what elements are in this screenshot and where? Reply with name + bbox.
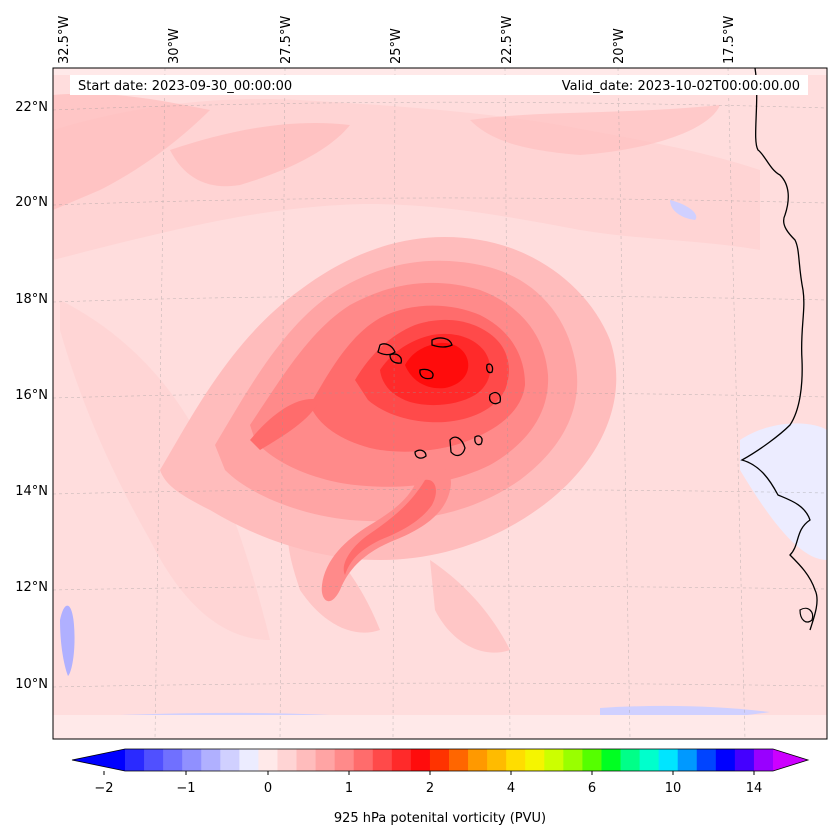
colorbar-cell	[277, 749, 298, 771]
pv-field-nw-patch	[53, 93, 210, 210]
lon-label: 22.5°W	[500, 16, 515, 64]
colorbar-cell	[677, 749, 698, 771]
colorbar-cell	[315, 749, 336, 771]
pv-negative-patch-n	[670, 200, 697, 220]
colorbar-tick-label: 6	[588, 781, 596, 796]
island-fogo	[474, 435, 483, 446]
valid-date-label: Valid_date: 2023-10-02T00:00:00.00	[562, 79, 800, 94]
island-sal	[431, 337, 453, 348]
lon-label: 25°W	[389, 28, 404, 64]
colorbar-tick-label: 0	[264, 781, 272, 796]
colorbar-cell	[201, 749, 221, 771]
colorbar-tick-label: 4	[507, 781, 515, 796]
colorbar-cell	[506, 749, 526, 771]
colorbar-cell	[696, 749, 717, 771]
graticule	[53, 68, 827, 739]
island-santo-antao	[377, 343, 396, 356]
colorbar-cell	[163, 749, 183, 771]
island-brava	[414, 449, 427, 459]
colorbar-cells	[125, 749, 774, 771]
island-santiago	[449, 436, 466, 457]
pv-field-south-edge	[53, 715, 827, 739]
start-date-label: Start date: 2023-09-30_00:00:00	[78, 79, 292, 94]
colorbar-cell	[429, 749, 450, 771]
colorbar-cell	[258, 749, 279, 771]
map-frame	[52, 67, 828, 740]
lat-label: 22°N	[15, 100, 48, 115]
colorbar-cell	[525, 749, 545, 771]
lon-label: 32.5°W	[57, 16, 72, 64]
lat-label: 18°N	[15, 292, 48, 307]
latitude-labels: 22°N 20°N 18°N 16°N 14°N 12°N 10°N	[15, 100, 48, 692]
colorbar-cell	[220, 749, 240, 771]
colorbar-cell	[353, 749, 374, 771]
colorbar-extend-high	[773, 749, 808, 771]
lon-label: 30°W	[167, 28, 182, 64]
colorbar-cell	[410, 749, 431, 771]
colorbar-cell	[239, 749, 260, 771]
colorbar-cell	[334, 749, 355, 771]
colorbar-tick-label: 1	[345, 781, 353, 796]
colorbar-cell	[182, 749, 202, 771]
lat-label: 16°N	[15, 388, 48, 403]
pv-field-south-streak-2	[430, 560, 510, 653]
colorbar-extend-low	[72, 749, 125, 771]
colorbar-cell	[658, 749, 679, 771]
colorbar-tick-label: −1	[176, 781, 195, 796]
colorbar-cell	[639, 749, 660, 771]
colorbar-cell	[372, 749, 393, 771]
colorbar-tick-label: 10	[665, 781, 682, 796]
colorbar-tick-label: 2	[426, 781, 434, 796]
lon-label: 17.5°W	[722, 16, 737, 64]
colorbar-cell	[734, 749, 755, 771]
colorbar-cell	[753, 749, 774, 771]
colorbar-cell	[487, 749, 507, 771]
island-maio	[488, 391, 501, 405]
lon-label: 27.5°W	[279, 16, 294, 64]
pv-negative-patch-sw	[60, 605, 75, 676]
lat-label: 14°N	[15, 484, 48, 499]
colorbar: −2 −1 0 1 2 4 6 10 14 925 hPa potenital …	[71, 748, 810, 826]
lat-label: 20°N	[15, 195, 48, 210]
coast-islet	[799, 607, 814, 623]
colorbar-label: 925 hPa potenital vorticity (PVU)	[334, 811, 546, 826]
pv-spiral-arm-inner	[343, 479, 436, 575]
lon-label: 20°W	[612, 28, 627, 64]
colorbar-ticks	[103, 771, 755, 775]
cape-verde-islands	[377, 337, 501, 459]
colorbar-cell	[125, 749, 145, 771]
colorbar-cell	[620, 749, 641, 771]
colorbar-cell	[449, 749, 469, 771]
island-sao-nicolau	[419, 368, 434, 380]
africa-coastline	[740, 68, 818, 631]
pv-contour-core	[405, 342, 469, 389]
colorbar-tick-label: 14	[746, 781, 763, 796]
colorbar-cell	[144, 749, 164, 771]
colorbar-tick-label: −2	[94, 781, 113, 796]
island-boa-vista	[486, 363, 494, 374]
colorbar-cell	[468, 749, 488, 771]
header-box	[70, 75, 808, 95]
colorbar-cell	[715, 749, 736, 771]
longitude-labels: 32.5°W 30°W 27.5°W 25°W 22.5°W 20°W 17.5…	[57, 16, 737, 64]
pv-negative-coastal	[740, 423, 827, 560]
pv-filament-west	[250, 399, 320, 450]
pv-field-streak-north	[170, 122, 350, 187]
colorbar-cell	[601, 749, 622, 771]
lat-label: 12°N	[15, 580, 48, 595]
colorbar-cell	[544, 749, 564, 771]
colorbar-outline	[71, 748, 810, 772]
colorbar-cell	[582, 749, 603, 771]
lat-label: 10°N	[15, 677, 48, 692]
pv-contours	[53, 68, 827, 739]
pv-field-streak-ne	[470, 105, 720, 155]
colorbar-cell	[391, 749, 412, 771]
island-sao-vicente	[389, 353, 403, 364]
map-panel: Start date: 2023-09-30_00:00:00 Valid_da…	[52, 67, 828, 740]
colorbar-cell	[296, 749, 317, 771]
colorbar-cell	[563, 749, 584, 771]
